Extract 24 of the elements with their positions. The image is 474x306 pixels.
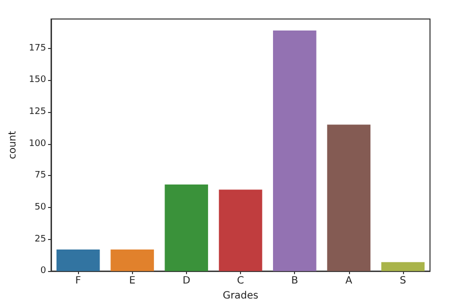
x-tick-label: A — [345, 276, 352, 287]
y-tick-label: 125 — [28, 106, 46, 117]
y-tick-label: 25 — [34, 234, 46, 244]
x-tick-label: E — [129, 276, 136, 287]
x-tick-label: F — [75, 276, 82, 287]
x-axis-title: Grades — [222, 290, 258, 302]
bar — [273, 30, 316, 272]
y-tick-label: 75 — [34, 170, 46, 181]
y-axis-title: count — [8, 130, 18, 160]
x-tick-label: C — [237, 276, 244, 287]
x-tick-label: S — [400, 276, 406, 287]
x-tick-label: D — [182, 276, 191, 287]
y-tick-label: 175 — [28, 43, 46, 54]
bar — [110, 249, 154, 272]
bar — [164, 184, 208, 272]
y-tick-label: 150 — [28, 75, 46, 86]
bar — [381, 262, 425, 272]
x-tick-label: B — [291, 276, 298, 287]
y-tick-label: 100 — [28, 138, 46, 149]
bar — [56, 249, 100, 272]
bar — [327, 124, 370, 272]
bar — [218, 190, 262, 272]
y-tick-label: 0 — [40, 266, 46, 276]
y-tick-label: 50 — [34, 202, 46, 212]
